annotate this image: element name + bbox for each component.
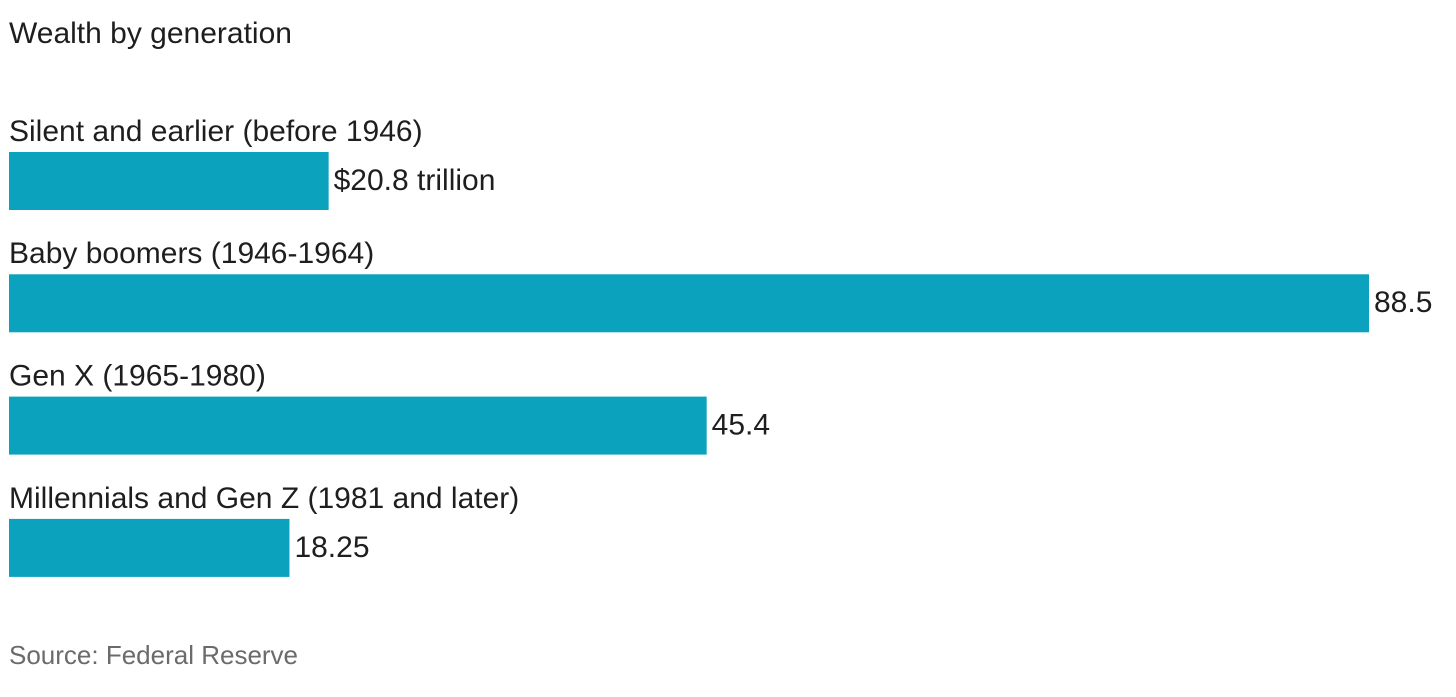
source-note: Source: Federal Reserve <box>9 640 298 670</box>
category-label: Gen X (1965-1980) <box>9 360 266 393</box>
value-label: 45.4 <box>712 409 770 442</box>
value-label: $20.8 trillion <box>334 164 496 197</box>
bar <box>9 396 707 455</box>
value-label: 88.5 <box>1374 286 1432 319</box>
category-label: Silent and earlier (before 1946) <box>9 115 423 148</box>
category-label: Millennials and Gen Z (1981 and later) <box>9 482 519 515</box>
bar <box>9 518 290 577</box>
category-label: Baby boomers (1946-1964) <box>9 237 374 270</box>
chart-title: Wealth by generation <box>9 17 292 50</box>
bar <box>9 152 329 210</box>
bar <box>9 274 1369 333</box>
value-label: 18.25 <box>294 531 369 564</box>
